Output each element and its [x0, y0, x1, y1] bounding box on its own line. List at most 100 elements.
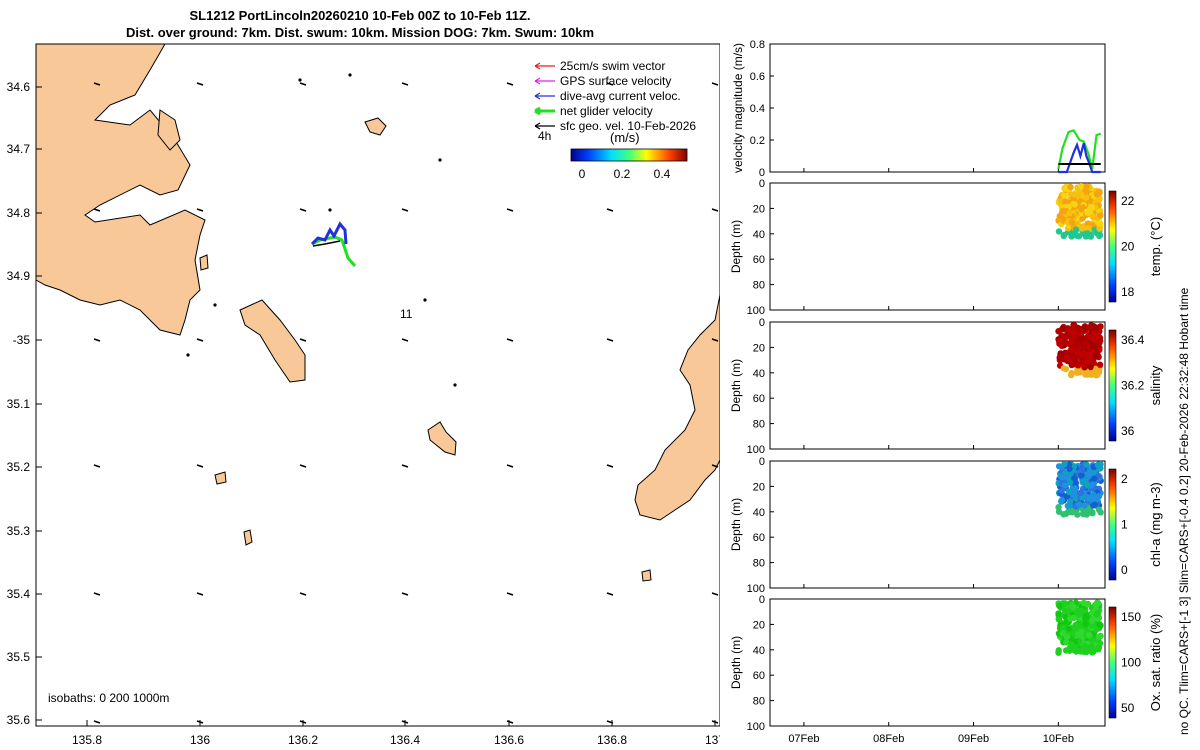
- x-tick-label: 07Feb: [788, 733, 819, 745]
- land-polygon: [35, 43, 206, 336]
- islet: [186, 353, 190, 357]
- profile-point: [1085, 632, 1092, 639]
- profile-point: [1061, 192, 1068, 200]
- profile-point: [1061, 600, 1069, 607]
- current-velocity-track: [310, 221, 348, 246]
- legend-arrow-head: [534, 62, 541, 70]
- legend-arrow-head: [534, 106, 541, 116]
- y-tick-label: 20: [753, 481, 765, 493]
- profile-point: [1087, 363, 1094, 371]
- profile-point: [1091, 475, 1098, 482]
- y-tick-label: 0.6: [750, 71, 765, 83]
- panel-frame: [769, 321, 1106, 450]
- isobath-marker: [93, 82, 101, 86]
- isobath-marker: [606, 592, 614, 596]
- islet: [298, 78, 302, 82]
- profile-point: [1070, 490, 1078, 497]
- map-lat-tick-label: 34.7: [7, 142, 31, 156]
- map-lat-tick-label: 35.2: [7, 460, 31, 474]
- map-lon-tick-label: 136.2: [288, 733, 318, 747]
- x-tick-label: 09Feb: [958, 733, 989, 745]
- islet: [438, 158, 442, 162]
- profile-point: [1076, 501, 1083, 508]
- isobath-marker: [299, 208, 307, 212]
- panel-colorbar: [1108, 468, 1117, 581]
- colorbar-tick-label: 0.4: [654, 167, 671, 181]
- isobath-marker: [506, 720, 514, 724]
- profile-point: [1093, 191, 1101, 198]
- chart-title-line1: SL1212 PortLincoln20260210 10-Feb 00Z to…: [189, 8, 531, 23]
- colorbar-tick-label: 100: [1121, 656, 1141, 670]
- profile-point: [1063, 639, 1070, 646]
- profile-point: [1084, 220, 1091, 227]
- geostrophic-vector: [312, 240, 341, 247]
- y-tick-label: 40: [753, 368, 765, 380]
- profile-point: [1068, 233, 1075, 240]
- land-polygon: [634, 294, 720, 521]
- profile-point: [1074, 511, 1081, 518]
- profile-point: [1059, 630, 1066, 637]
- profile-point: [1073, 226, 1080, 233]
- profile-point: [1056, 602, 1063, 610]
- profile-point: [1073, 368, 1081, 376]
- map-lat-tick-label: 35.6: [7, 713, 31, 727]
- profile-point: [1096, 225, 1103, 232]
- isobath-marker: [606, 208, 614, 212]
- profile-point: [1061, 461, 1068, 468]
- profile-point: [1089, 213, 1096, 220]
- profile-point: [1092, 325, 1100, 332]
- panel-colorbar: [1108, 190, 1117, 303]
- profile-point: [1083, 183, 1090, 191]
- y-axis-label: velocity magnitude (m/s): [731, 43, 745, 173]
- glider-track: [310, 221, 357, 267]
- y-tick-label: 0: [759, 167, 765, 179]
- islet: [423, 298, 427, 302]
- profile-point: [1063, 354, 1071, 361]
- colorbar-units: (m/s): [610, 130, 640, 145]
- y-tick-label: 0.2: [750, 135, 765, 147]
- chart-title-line2: Dist. over ground: 7km. Dist. swum: 10km…: [125, 25, 595, 40]
- panel-4: 0 20 40 60 80 100 Depth (m) 2 1 0 chl-a (mg m-3): [729, 456, 1163, 595]
- profile-point: [1075, 611, 1082, 618]
- profile-point: [1092, 601, 1100, 608]
- y-tick-label: 0: [759, 317, 765, 329]
- profile-point: [1097, 465, 1104, 472]
- y-tick-label: 0.8: [750, 39, 765, 51]
- land-polygon: [239, 299, 306, 383]
- land-polygon: [214, 471, 227, 485]
- profile-point: [1088, 371, 1095, 378]
- isobath-marker: [401, 338, 409, 342]
- isobath-marker: [93, 464, 101, 468]
- isobath-marker: [711, 208, 719, 212]
- y-tick-label: 0: [759, 594, 765, 606]
- profile-point: [1080, 599, 1088, 607]
- profile-point: [1066, 465, 1073, 472]
- isobath-marker: [606, 464, 614, 468]
- colorbar-tick-label: 20: [1121, 240, 1135, 254]
- profile-point: [1097, 212, 1104, 219]
- map-colorbar: 4h (m/s) 0 0.2 0.4: [538, 129, 688, 181]
- profile-point: [1095, 633, 1102, 641]
- profile-point: [1095, 368, 1103, 376]
- isobath-marker: [506, 338, 514, 342]
- isobath-marker: [93, 592, 101, 596]
- y-tick-label: 80: [753, 280, 765, 292]
- velocity-series-line: [1057, 129, 1102, 170]
- profile-point: [1057, 473, 1065, 480]
- islet: [453, 383, 457, 387]
- isobath-marker: [711, 592, 719, 596]
- profile-point: [1096, 621, 1103, 628]
- map-lon-ticks: 135.8 136 136.2 136.4 136.6 136.8 137: [72, 720, 720, 747]
- legend-label: sfc geo. vel. 10-Feb-2026: [560, 119, 696, 133]
- panel-2: 0 20 40 60 80 100 Depth (m) 22 20 18 temp. (°C): [729, 178, 1163, 317]
- colorbar-tick-label: 0: [579, 167, 586, 181]
- legend-label: 25cm/s swim vector: [560, 59, 665, 73]
- colorbar-tick-label: 150: [1121, 610, 1141, 624]
- legend-label: dive-avg current veloc.: [560, 89, 681, 103]
- isobath-marker: [299, 338, 307, 342]
- profile-point: [1081, 614, 1089, 622]
- map-lon-tick-label: 137: [705, 733, 720, 747]
- y-tick-label: 40: [753, 229, 765, 241]
- profile-point: [1068, 371, 1075, 379]
